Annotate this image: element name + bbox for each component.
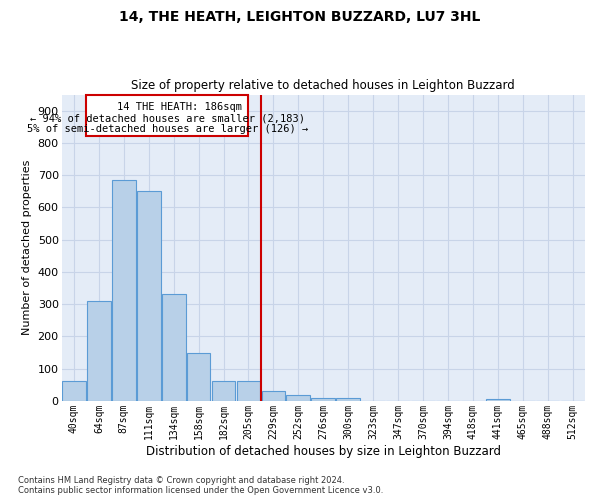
Bar bbox=[262, 391, 285, 401]
Y-axis label: Number of detached properties: Number of detached properties bbox=[22, 160, 32, 336]
Bar bbox=[212, 380, 235, 401]
Text: 14 THE HEATH: 186sqm: 14 THE HEATH: 186sqm bbox=[92, 102, 242, 112]
Bar bbox=[286, 395, 310, 401]
Bar bbox=[112, 180, 136, 401]
Bar bbox=[337, 398, 360, 401]
Bar bbox=[62, 381, 86, 401]
Text: 14, THE HEATH, LEIGHTON BUZZARD, LU7 3HL: 14, THE HEATH, LEIGHTON BUZZARD, LU7 3HL bbox=[119, 10, 481, 24]
Title: Size of property relative to detached houses in Leighton Buzzard: Size of property relative to detached ho… bbox=[131, 79, 515, 92]
Bar bbox=[87, 301, 111, 401]
FancyBboxPatch shape bbox=[86, 94, 248, 136]
Bar bbox=[187, 352, 211, 401]
Bar bbox=[311, 398, 335, 401]
Bar bbox=[236, 380, 260, 401]
Bar bbox=[137, 192, 161, 401]
Text: Contains HM Land Registry data © Crown copyright and database right 2024.
Contai: Contains HM Land Registry data © Crown c… bbox=[18, 476, 383, 495]
Bar bbox=[486, 398, 509, 401]
Text: 5% of semi-detached houses are larger (126) →: 5% of semi-detached houses are larger (1… bbox=[27, 124, 308, 134]
Bar bbox=[162, 294, 185, 401]
X-axis label: Distribution of detached houses by size in Leighton Buzzard: Distribution of detached houses by size … bbox=[146, 444, 501, 458]
Text: ← 94% of detached houses are smaller (2,183): ← 94% of detached houses are smaller (2,… bbox=[30, 114, 305, 124]
